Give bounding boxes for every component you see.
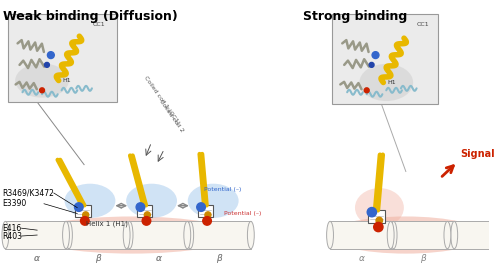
Text: α: α (359, 254, 365, 263)
Ellipse shape (66, 221, 72, 249)
Ellipse shape (248, 221, 254, 249)
Ellipse shape (355, 188, 404, 227)
Circle shape (40, 88, 44, 93)
Ellipse shape (30, 216, 234, 254)
Ellipse shape (184, 221, 190, 249)
Circle shape (205, 212, 211, 218)
Ellipse shape (326, 221, 334, 249)
Text: H1: H1 (388, 81, 396, 86)
Bar (390, 221, 454, 249)
Ellipse shape (328, 216, 484, 254)
Text: β: β (95, 254, 100, 263)
Bar (368, 210, 385, 223)
Ellipse shape (187, 221, 194, 249)
Circle shape (44, 63, 50, 67)
Ellipse shape (126, 221, 133, 249)
Ellipse shape (444, 221, 451, 249)
Circle shape (197, 203, 205, 211)
Text: β: β (420, 254, 426, 263)
Circle shape (82, 212, 88, 218)
Circle shape (48, 52, 54, 59)
Circle shape (364, 88, 369, 93)
Ellipse shape (64, 184, 116, 218)
Circle shape (369, 63, 374, 67)
Bar (332, 14, 438, 104)
Ellipse shape (390, 221, 397, 249)
Circle shape (142, 216, 151, 225)
Bar (137, 205, 152, 218)
Text: Coiled coil 1 (CC1): Coiled coil 1 (CC1) (142, 75, 180, 125)
Ellipse shape (15, 63, 69, 98)
Text: E416: E416 (2, 224, 21, 233)
Bar (330, 221, 394, 249)
Text: β: β (216, 254, 222, 263)
Text: R403: R403 (2, 232, 22, 241)
Text: β: β (216, 254, 222, 263)
Text: Potential (–): Potential (–) (224, 211, 261, 216)
Circle shape (203, 216, 211, 225)
Circle shape (80, 216, 89, 225)
Text: α: α (156, 254, 162, 263)
Circle shape (376, 217, 382, 224)
Bar (6, 221, 69, 249)
Ellipse shape (360, 64, 413, 101)
Ellipse shape (388, 221, 394, 249)
Bar (126, 221, 190, 249)
Ellipse shape (62, 221, 70, 249)
Circle shape (144, 212, 150, 218)
Text: Potential (–): Potential (–) (204, 187, 242, 192)
Text: α: α (156, 254, 162, 263)
Text: α: α (34, 254, 40, 263)
Ellipse shape (188, 184, 238, 218)
Circle shape (74, 203, 83, 211)
Ellipse shape (451, 221, 458, 249)
Bar (8, 14, 117, 102)
Circle shape (367, 208, 376, 217)
Circle shape (136, 203, 144, 211)
Text: H1: H1 (62, 78, 71, 83)
Text: Signal: Signal (460, 149, 495, 159)
Circle shape (372, 52, 379, 59)
Text: E3390: E3390 (2, 199, 26, 208)
Text: R3469/K3472: R3469/K3472 (2, 188, 54, 197)
Text: Strong binding: Strong binding (303, 10, 408, 23)
Ellipse shape (123, 221, 130, 249)
Text: β: β (95, 254, 100, 263)
Text: Weak binding (Diffusion): Weak binding (Diffusion) (3, 10, 178, 23)
Text: Helix 1 (H1): Helix 1 (H1) (86, 220, 128, 227)
Circle shape (374, 222, 383, 232)
Text: Coiled coil 2: Coiled coil 2 (158, 99, 184, 133)
Bar (448, 221, 500, 249)
Ellipse shape (126, 184, 177, 218)
Text: CC1: CC1 (416, 22, 429, 27)
Bar (198, 205, 213, 218)
Bar (76, 205, 91, 218)
Bar (188, 221, 251, 249)
Text: α: α (34, 254, 40, 263)
Text: CC1: CC1 (93, 22, 106, 27)
Ellipse shape (2, 221, 9, 249)
Bar (66, 221, 130, 249)
